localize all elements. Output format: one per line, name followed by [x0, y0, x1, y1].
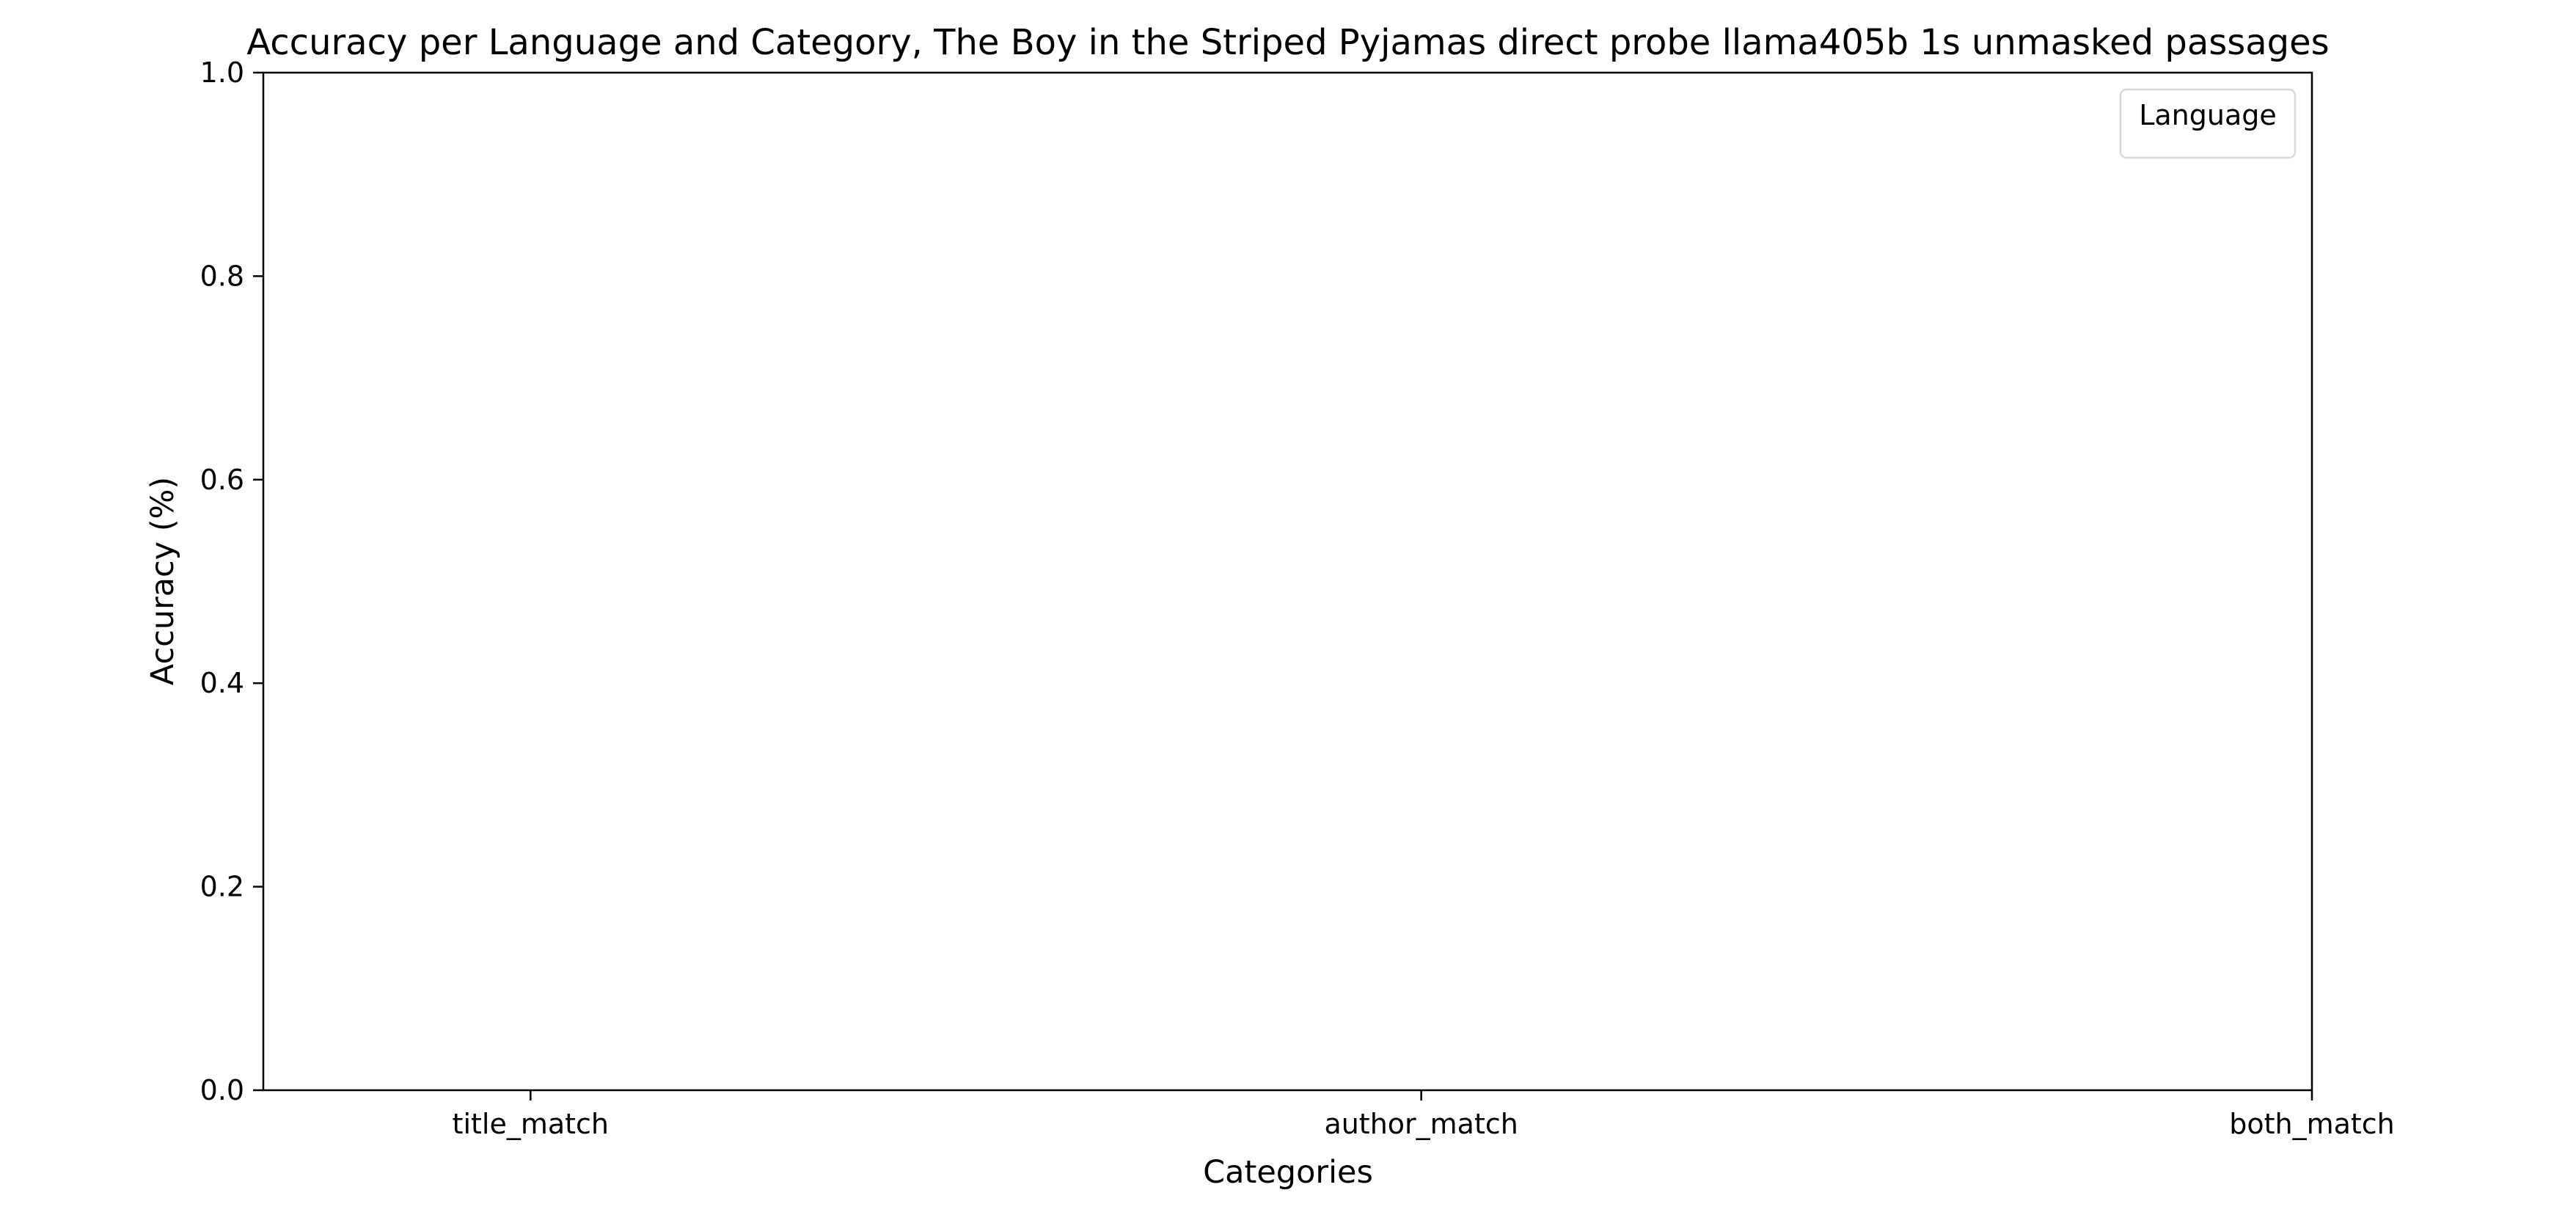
y-tick-label: 0.6 — [200, 464, 244, 496]
y-tick-label: 1.0 — [200, 56, 244, 89]
y-tick-label: 0.2 — [200, 871, 244, 903]
y-tick-label: 0.0 — [200, 1074, 244, 1106]
chart-title: Accuracy per Language and Category, The … — [246, 22, 2329, 63]
x-axis-label: Categories — [1203, 1154, 1373, 1191]
y-axis-label: Accuracy (%) — [144, 477, 181, 685]
y-axis: 0.0 0.2 0.4 0.6 0.8 1.0 — [200, 56, 263, 1106]
x-tick-label: title_match — [453, 1108, 609, 1140]
legend-box — [2119, 88, 2297, 159]
y-tick-label: 0.8 — [200, 260, 244, 292]
plot-area — [262, 71, 2313, 1092]
x-tick-label: author_match — [1324, 1108, 1518, 1140]
x-axis: title_match author_match both_match — [453, 1090, 2395, 1140]
x-tick-label: both_match — [2229, 1108, 2395, 1140]
y-tick-label: 0.4 — [200, 667, 244, 699]
legend: Language — [2119, 88, 2297, 159]
legend-title: Language — [2139, 99, 2277, 131]
